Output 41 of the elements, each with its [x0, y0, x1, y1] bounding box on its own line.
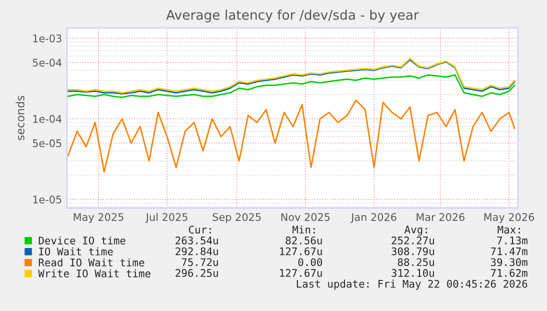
text: 71.47m	[490, 248, 528, 256]
line-series	[67, 100, 516, 172]
text: Cur:	[188, 226, 211, 234]
x-tick-label: Sep 2025	[212, 213, 261, 223]
y-tick-label: 1e-04	[33, 115, 62, 123]
text: 7.13m	[497, 236, 528, 244]
y-tick-label: 5e-05	[32, 139, 62, 148]
text: 88.25u	[398, 258, 434, 266]
chart-title: Average latency for /dev/sda - by year	[166, 10, 419, 22]
text: Avg:	[404, 226, 427, 236]
legend-label: IO Wait time	[39, 247, 113, 256]
legend-label: Write IO Wait time	[38, 269, 150, 278]
text: 308.79u	[392, 247, 434, 256]
text: 39.30m	[490, 258, 528, 266]
text: 296.25u	[176, 269, 218, 277]
x-tick-label: Mar 2026	[416, 213, 464, 221]
y-tick-label: 5e-04	[32, 58, 62, 67]
text: 71.62m	[490, 269, 528, 277]
x-tick-label: May 2026	[484, 213, 534, 223]
text: 0.00	[298, 258, 322, 266]
y-axis-title: seconds	[16, 96, 24, 140]
text: 82.56u	[286, 236, 322, 244]
x-tick-label: Jul 2025	[145, 212, 188, 223]
text: Max:	[498, 226, 520, 234]
x-tick-label: Jan 2026	[350, 213, 396, 223]
legend-label: Device IO time	[38, 236, 126, 244]
text: 127.67u	[280, 247, 322, 256]
y-tick-label: 1e-03	[33, 34, 62, 42]
text: 252.27u	[392, 236, 434, 244]
text: 292.84u	[176, 247, 218, 256]
line-series	[67, 74, 516, 98]
x-tick-label: Nov 2025	[281, 213, 330, 221]
text: 312.10u	[392, 269, 434, 277]
x-tick-label: May 2025	[74, 213, 124, 223]
legend-label: Read IO Wait time	[38, 258, 144, 266]
text: 75.72u	[182, 258, 218, 266]
text: Last update: Fri May 22 00:45:26 2026	[296, 280, 528, 290]
text: Min:	[292, 226, 315, 234]
text: 263.54u	[176, 236, 218, 244]
y-tick-label: 1e-05	[33, 196, 62, 204]
text: 127.67u	[280, 269, 322, 277]
